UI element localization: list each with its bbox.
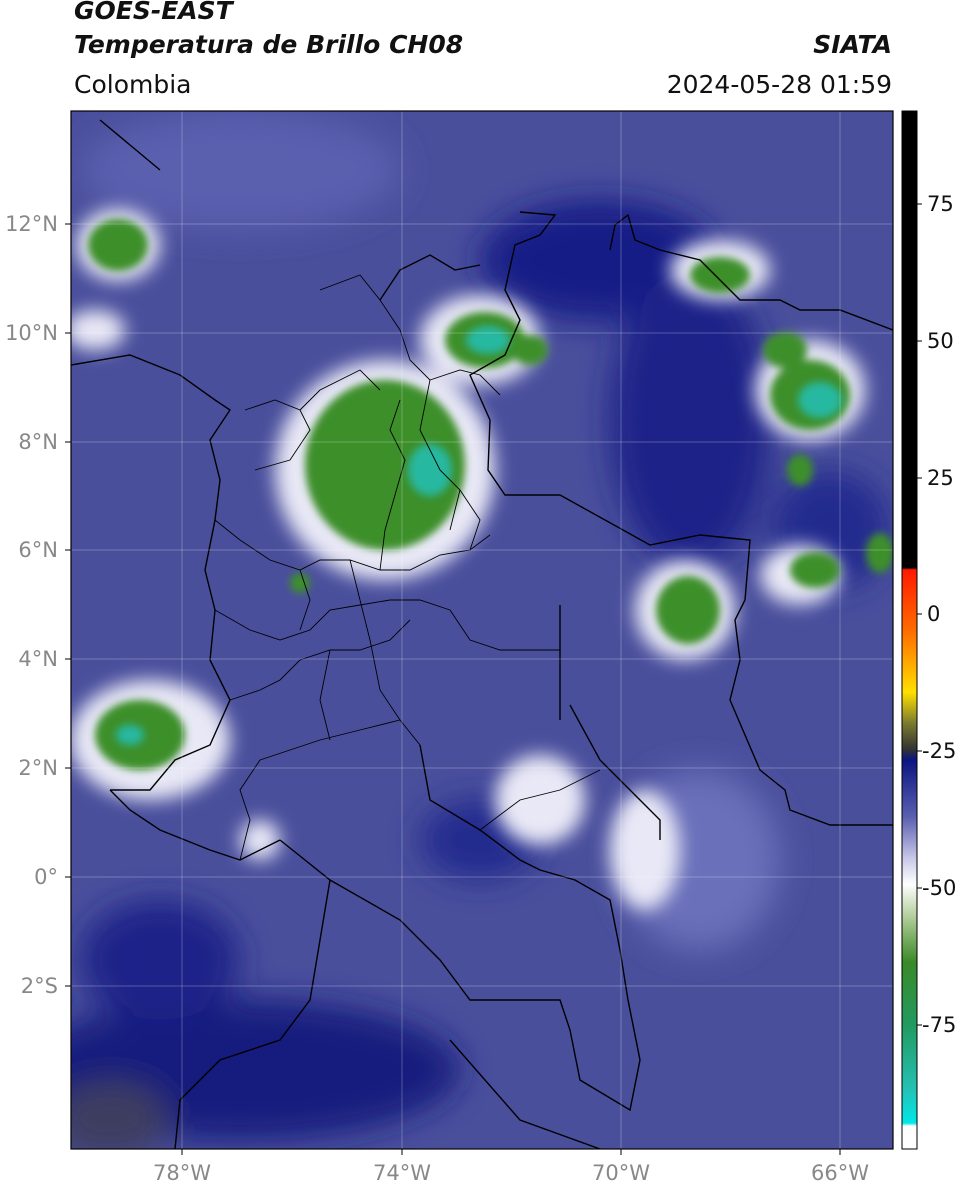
lon-label-66w: 66°W [811,1161,869,1185]
datetime-label: 2024-05-28 01:59 [666,70,892,99]
region-label: Colombia [74,70,192,99]
colorbar-label-neg25: -25 [922,739,956,763]
lon-label-70w: 70°W [592,1161,650,1185]
lat-label-12n: 12°N [5,212,58,236]
lat-label-0: 0° [34,865,58,889]
organization-label: SIATA [813,30,892,59]
lat-label-4n: 4°N [18,647,58,671]
lon-label-78w: 78°W [153,1161,211,1185]
lat-label-10n: 10°N [5,321,58,345]
colorbar [901,110,918,1150]
axis-ticks [65,223,841,1155]
product-title: Temperatura de Brillo CH08 [74,30,464,59]
lat-label-6n: 6°N [18,538,58,562]
colorbar-label-neg75: -75 [922,1013,956,1037]
map-gridlines [71,111,893,1149]
colorbar-label-0: 0 [927,602,940,626]
lat-label-2s: 2°S [21,974,58,998]
lon-label-74w: 74°W [373,1161,431,1185]
colorbar-label-75: 75 [927,192,954,216]
satellite-title: GOES-EAST [74,0,233,25]
colorbar-label-neg50: -50 [922,876,956,900]
lat-label-2n: 2°N [18,756,58,780]
satellite-imagery [71,111,893,1149]
colorbar-label-50: 50 [927,329,954,353]
colorbar-label-25: 25 [927,466,954,490]
colorbar-ticks [917,203,922,1026]
map-frame [70,110,894,1150]
lat-label-8n: 8°N [18,430,58,454]
